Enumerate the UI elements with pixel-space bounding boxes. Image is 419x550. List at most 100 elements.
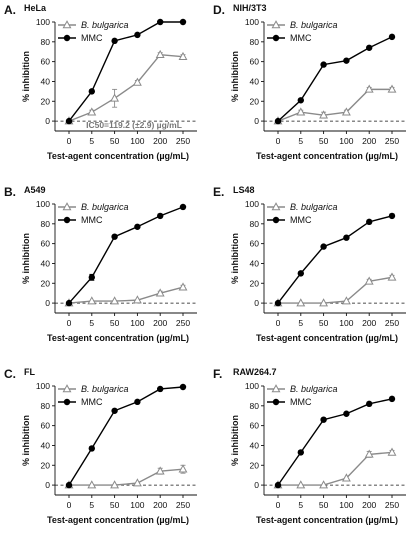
y-tick-label: 60: [250, 57, 260, 67]
data-point: [341, 473, 351, 482]
data-point: [111, 37, 118, 45]
data-point: [132, 478, 142, 487]
data-point: [274, 481, 282, 489]
y-tick-label: 100: [36, 199, 50, 209]
x-tick-label: 0: [67, 318, 72, 328]
legend-marker: [272, 398, 280, 406]
series: [64, 49, 188, 125]
ic50-annotation: IC50=119.2 (±2.9) µg/mL: [86, 120, 182, 130]
legend-marker: [271, 384, 281, 393]
series: [65, 203, 187, 307]
y-tick-label: 40: [41, 440, 51, 450]
legend-label: B. bulgarica: [290, 384, 338, 394]
x-tick-label: 250: [176, 500, 190, 510]
series: [65, 18, 187, 125]
legend-marker: [62, 202, 72, 211]
data-point: [110, 296, 120, 305]
data-point: [110, 93, 120, 102]
data-point: [157, 212, 164, 220]
x-tick-label: 100: [339, 500, 353, 510]
legend-marker: [62, 20, 72, 29]
data-point: [132, 77, 142, 86]
data-point: [274, 117, 282, 125]
x-tick-label: 0: [276, 136, 281, 146]
data-point: [178, 464, 188, 473]
x-axis-label: Test-agent concentration (µg/mL): [256, 151, 398, 161]
y-tick-label: 60: [41, 239, 51, 249]
x-tick-label: 200: [362, 136, 376, 146]
x-tick-label: 0: [276, 500, 281, 510]
series-line: [277, 398, 393, 486]
x-tick-label: 100: [339, 318, 353, 328]
data-point: [343, 410, 350, 417]
series-line: [68, 206, 184, 304]
x-axis-label: Test-agent concentration (µg/mL): [47, 515, 189, 525]
series: [64, 282, 188, 307]
legend-label: MMC: [290, 215, 312, 225]
data-point: [296, 107, 306, 116]
x-tick-label: 5: [89, 318, 94, 328]
y-tick-label: 80: [250, 219, 260, 229]
data-point: [87, 296, 97, 305]
data-point: [297, 449, 304, 456]
series-line: [68, 53, 184, 122]
data-point: [88, 88, 96, 95]
y-tick-label: 100: [36, 17, 50, 27]
y-tick-label: 20: [41, 460, 51, 470]
y-tick-label: 60: [41, 57, 51, 67]
data-point: [65, 299, 73, 307]
y-tick-label: 60: [41, 421, 51, 431]
y-tick-label: 40: [250, 440, 260, 450]
legend-marker: [271, 20, 281, 29]
x-tick-label: 50: [319, 500, 329, 510]
cell-line-title: RAW264.7: [233, 367, 277, 377]
series-line: [278, 451, 393, 486]
x-axis-label: Test-agent concentration (µg/mL): [47, 151, 189, 161]
legend: B. bulgarica MMC: [267, 384, 338, 407]
series: [64, 464, 188, 489]
x-tick-label: 5: [89, 500, 94, 510]
data-point: [87, 107, 97, 116]
y-tick-label: 0: [254, 116, 259, 126]
data-point: [179, 203, 187, 211]
data-point: [364, 449, 374, 458]
data-point: [341, 107, 351, 116]
data-point: [297, 97, 304, 104]
x-tick-label: 50: [319, 136, 329, 146]
data-point: [341, 296, 351, 305]
y-tick-label: 80: [41, 37, 51, 47]
data-point: [88, 274, 96, 281]
data-point: [155, 49, 165, 58]
legend-marker: [63, 34, 71, 42]
x-tick-label: 200: [362, 500, 376, 510]
data-point: [364, 84, 374, 93]
y-tick-label: 40: [250, 76, 260, 86]
data-point: [65, 117, 73, 125]
data-point: [319, 110, 329, 119]
data-point: [134, 398, 141, 406]
y-tick-label: 20: [41, 96, 51, 106]
y-tick-label: 100: [245, 17, 259, 27]
y-tick-label: 80: [41, 219, 51, 229]
series-line: [69, 468, 184, 486]
data-point: [132, 295, 142, 304]
data-point: [366, 44, 373, 51]
x-tick-label: 250: [385, 500, 399, 510]
legend-label: MMC: [290, 33, 312, 43]
data-point: [366, 218, 373, 226]
x-tick-label: 200: [153, 318, 167, 328]
legend-label: MMC: [81, 397, 103, 407]
series-line: [277, 88, 392, 122]
data-point: [319, 298, 329, 307]
y-tick-label: 0: [254, 298, 259, 308]
y-tick-label: 20: [250, 96, 260, 106]
legend-label: B. bulgarica: [81, 202, 129, 212]
data-point: [178, 51, 188, 60]
y-tick-label: 80: [250, 37, 260, 47]
legend: B. bulgarica MMC: [267, 20, 338, 43]
legend-marker: [272, 34, 280, 42]
data-point: [155, 288, 165, 297]
y-axis-label: % inhibition: [21, 415, 31, 466]
data-point: [88, 445, 96, 452]
chart-panel: F. RAW264.7 0 20 40 60 80 100 0 5 50 100 200 250 % inh…: [213, 367, 406, 525]
